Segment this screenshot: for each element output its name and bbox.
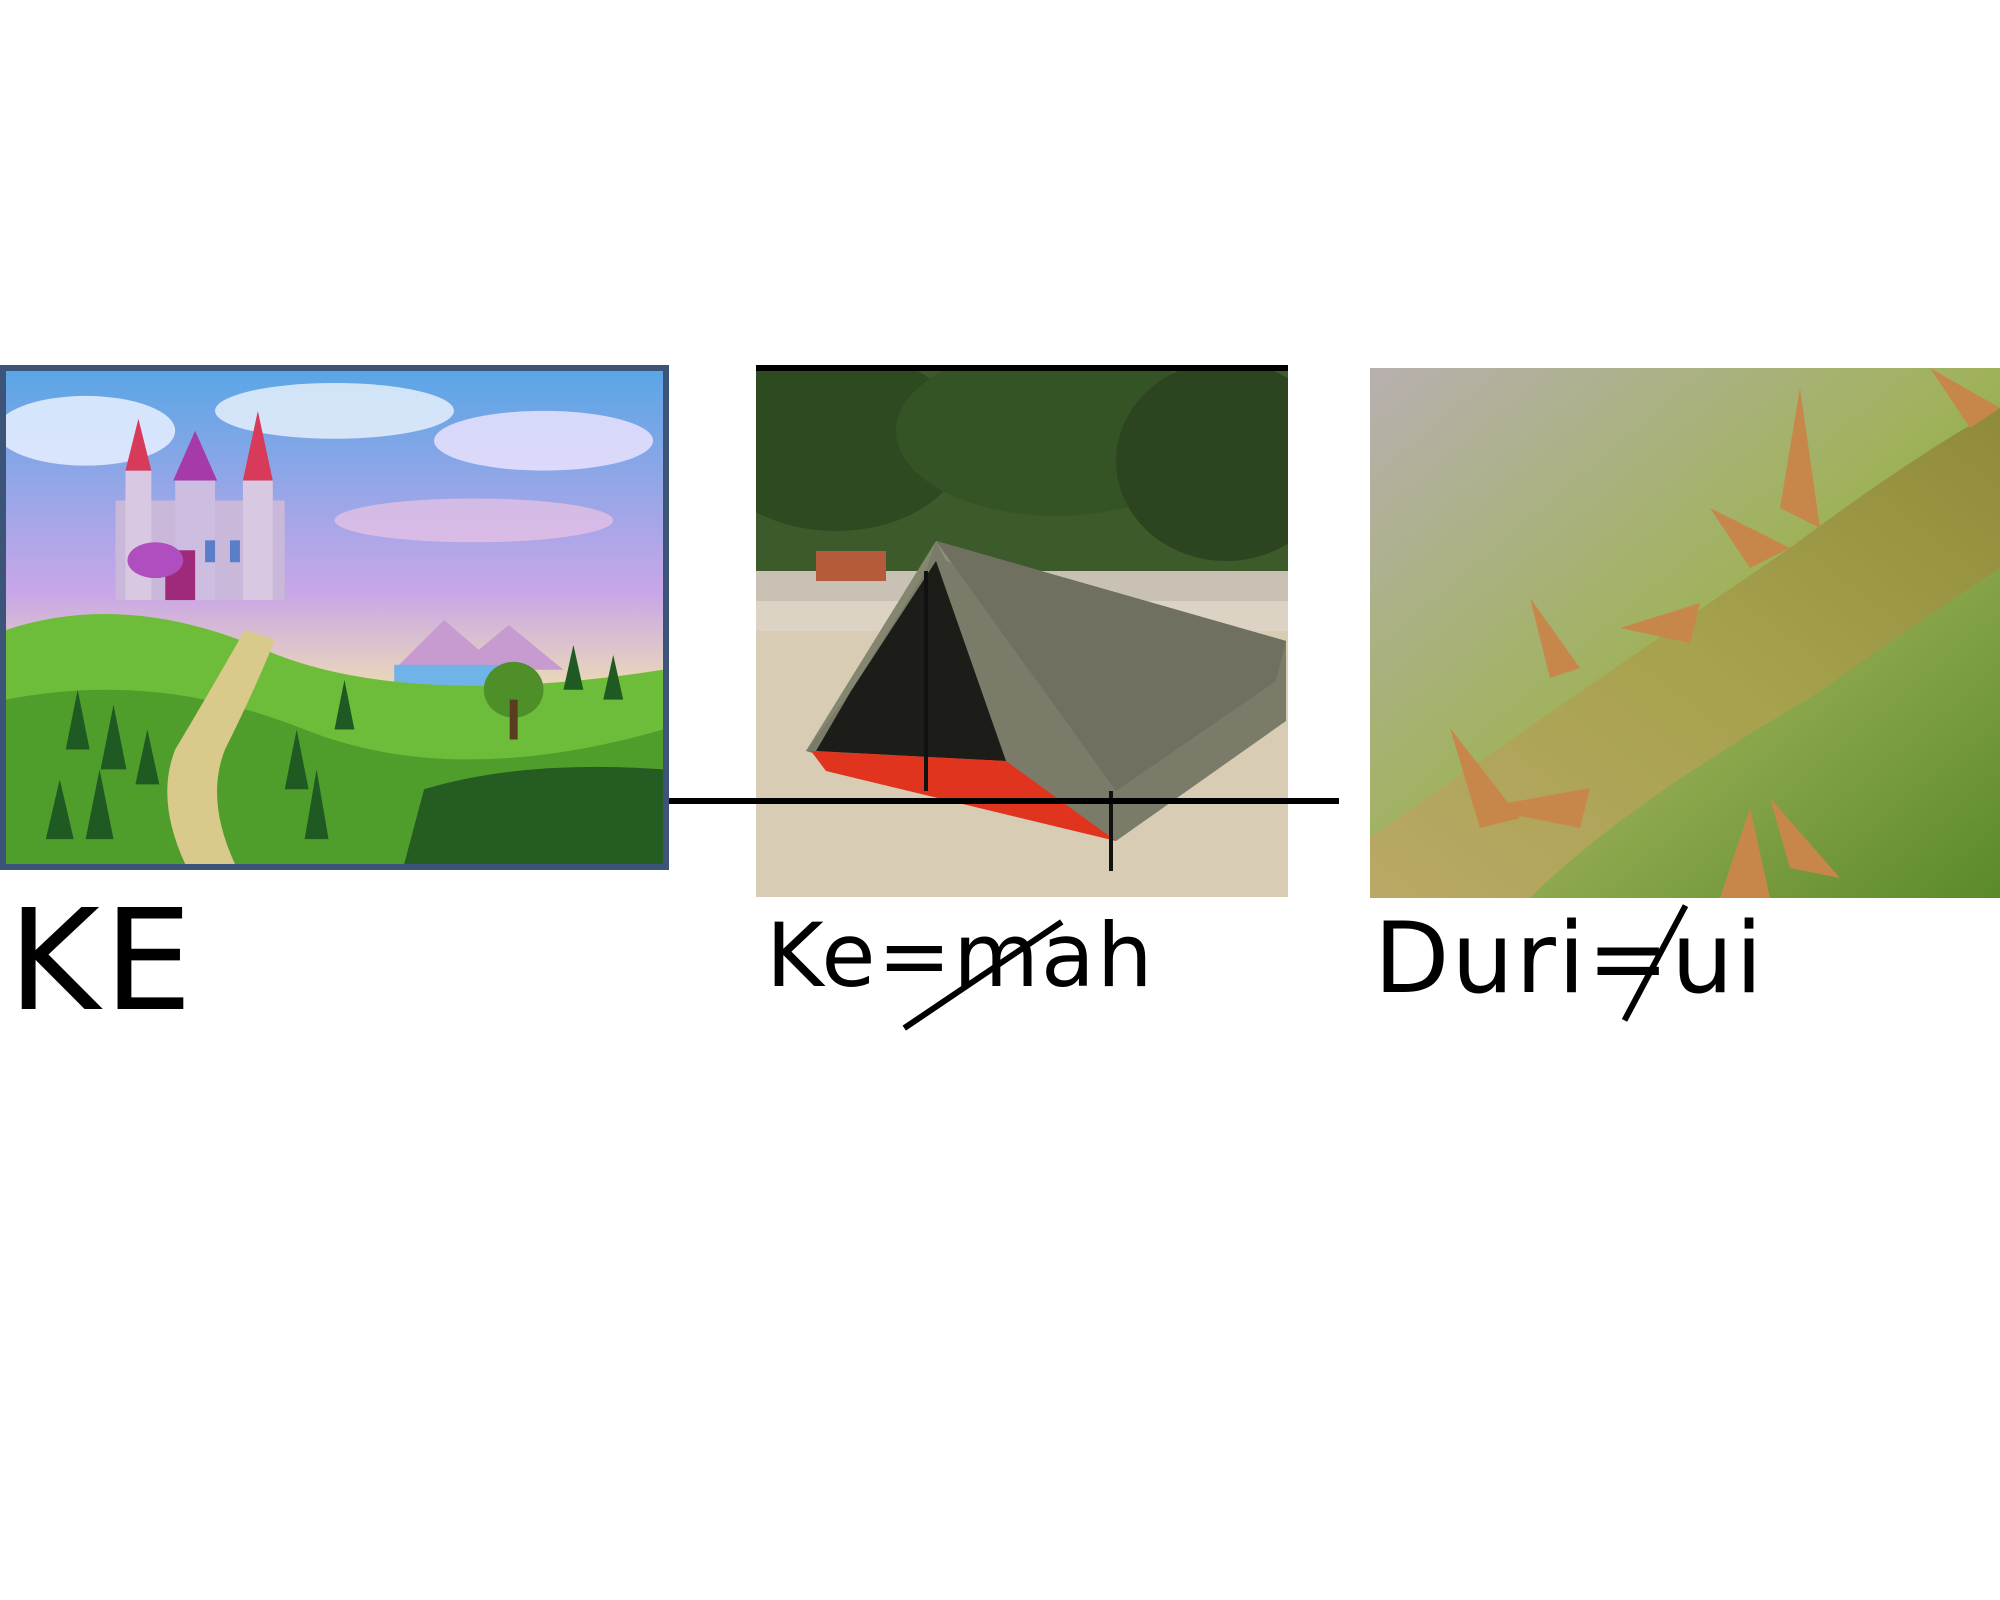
tent-image bbox=[756, 365, 1288, 897]
word-tent: Ke=mah bbox=[766, 904, 1155, 1007]
thorn-image bbox=[1370, 368, 2000, 898]
word-castle: KE bbox=[8, 880, 197, 1043]
connector-line bbox=[669, 798, 1339, 804]
word-thorn: Duri=ui bbox=[1374, 902, 1765, 1016]
castle-image bbox=[0, 365, 669, 870]
